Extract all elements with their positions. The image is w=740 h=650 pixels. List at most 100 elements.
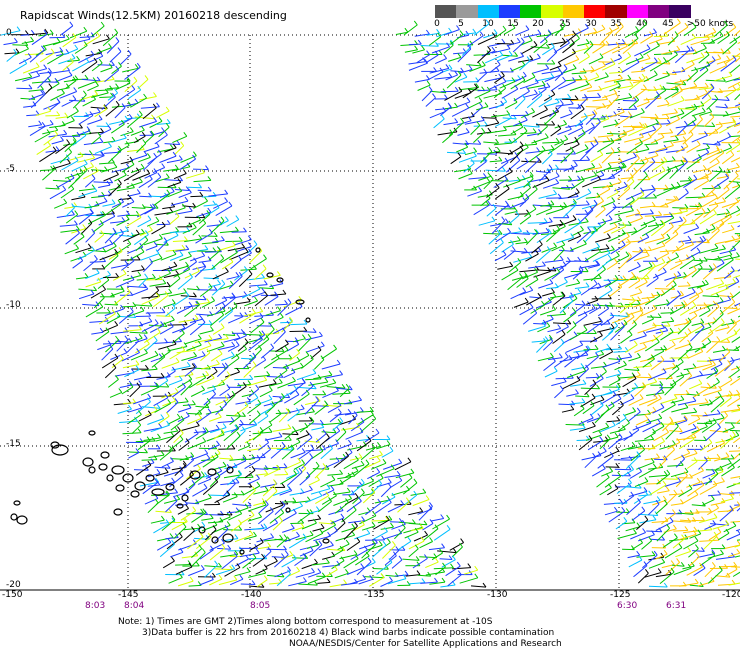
wind-barb: [162, 560, 175, 569]
wind-barb-flag: [616, 375, 621, 381]
wind-barb: [166, 430, 181, 444]
wind-barb: [677, 400, 697, 406]
wind-barb-flag: [648, 373, 652, 378]
wind-barb: [94, 108, 107, 118]
wind-barb-flag: [555, 98, 560, 103]
wind-barb: [110, 331, 128, 335]
wind-barb: [231, 460, 247, 468]
wind-barb: [683, 296, 700, 309]
wind-barb-flag: [164, 393, 169, 399]
wind-barb: [683, 178, 698, 189]
wind-barb: [543, 360, 556, 371]
wind-barb: [159, 449, 173, 461]
wind-barb-flag: [320, 423, 325, 428]
wind-barb: [614, 323, 628, 333]
wind-barb-flag: [675, 364, 680, 370]
wind-barb: [395, 31, 408, 35]
wind-barb: [564, 222, 582, 234]
wind-barb-flag: [563, 119, 567, 125]
wind-barb: [568, 221, 589, 226]
wind-barb: [626, 250, 643, 263]
wind-barb-flag: [367, 436, 372, 442]
wind-barb-flag: [567, 256, 571, 262]
wind-barb-flag: [252, 361, 257, 366]
wind-barb-flag: [732, 55, 737, 61]
wind-barb-flag: [516, 37, 521, 43]
wind-barb: [87, 85, 99, 92]
legend-label: 5: [458, 19, 464, 29]
wind-barb-flag: [593, 136, 598, 142]
wind-barb-flag: [680, 159, 685, 165]
wind-barb-flag: [270, 284, 275, 289]
wind-barb: [565, 344, 583, 354]
wind-barb-flag: [345, 539, 350, 545]
wind-barb: [478, 175, 491, 181]
wind-barb-flag: [572, 64, 577, 69]
wind-barb-flag: [153, 336, 158, 341]
wind-barb: [425, 561, 439, 569]
wind-barb-flag: [596, 192, 601, 198]
wind-barb: [584, 230, 597, 243]
wind-barb: [546, 168, 559, 171]
wind-barb: [257, 579, 268, 588]
wind-barb: [473, 204, 491, 216]
wind-barb-flag: [569, 296, 574, 302]
wind-barb-flag: [205, 403, 210, 408]
wind-barb: [397, 501, 410, 513]
wind-barb-flag: [669, 128, 674, 134]
wind-barb-flag: [317, 514, 322, 520]
wind-barb: [607, 233, 626, 242]
wind-barb: [609, 219, 622, 225]
wind-barb: [202, 481, 219, 495]
wind-barb-flag: [707, 207, 711, 213]
wind-barb: [221, 556, 238, 570]
wind-barb: [725, 52, 740, 64]
wind-barb: [619, 128, 635, 136]
wind-barb: [305, 465, 320, 479]
wind-barb-flag: [186, 162, 191, 168]
wind-barb: [135, 464, 152, 476]
wind-barb-flag: [153, 168, 158, 173]
wind-barb: [698, 132, 719, 135]
wind-barb: [605, 373, 622, 379]
wind-barb-flag: [247, 235, 252, 240]
wind-barb: [263, 468, 280, 477]
wind-barb-flag: [553, 48, 558, 53]
wind-barb: [523, 125, 540, 128]
wind-barb-flag: [441, 543, 446, 549]
wind-barb: [101, 348, 114, 361]
wind-barb-flag: [15, 48, 20, 54]
wind-barb: [731, 366, 740, 371]
wind-barb: [315, 433, 327, 443]
wind-barb: [312, 527, 325, 532]
wind-barb: [609, 71, 623, 74]
wind-barb: [590, 154, 604, 163]
wind-barb-flag: [733, 319, 737, 325]
wind-barb: [526, 94, 543, 109]
wind-barb-flag: [166, 346, 171, 352]
wind-barb: [65, 232, 80, 245]
wind-barb: [322, 390, 339, 399]
wind-barb: [350, 421, 365, 432]
wind-barb-flag: [558, 353, 563, 358]
wind-barb: [175, 210, 193, 215]
wind-barb: [604, 278, 619, 288]
wind-barb: [582, 405, 595, 415]
wind-barb: [232, 503, 252, 507]
wind-barb: [512, 41, 525, 53]
wind-barb: [684, 98, 700, 101]
wind-barb-flag: [509, 67, 514, 73]
wind-barb-flag: [119, 354, 124, 360]
wind-barb: [248, 572, 266, 578]
wind-barb: [194, 401, 211, 416]
wind-barb-flag: [670, 308, 675, 313]
wind-barb: [190, 453, 208, 461]
wind-barb-flag: [667, 119, 671, 124]
wind-barb-flag: [433, 67, 438, 72]
wind-barb-flag: [138, 333, 143, 339]
wind-barb-flag: [589, 413, 594, 419]
wind-barb: [586, 321, 603, 334]
wind-barb: [200, 352, 211, 362]
wind-barb-flag: [224, 189, 229, 195]
wind-barb-flag: [126, 287, 131, 293]
